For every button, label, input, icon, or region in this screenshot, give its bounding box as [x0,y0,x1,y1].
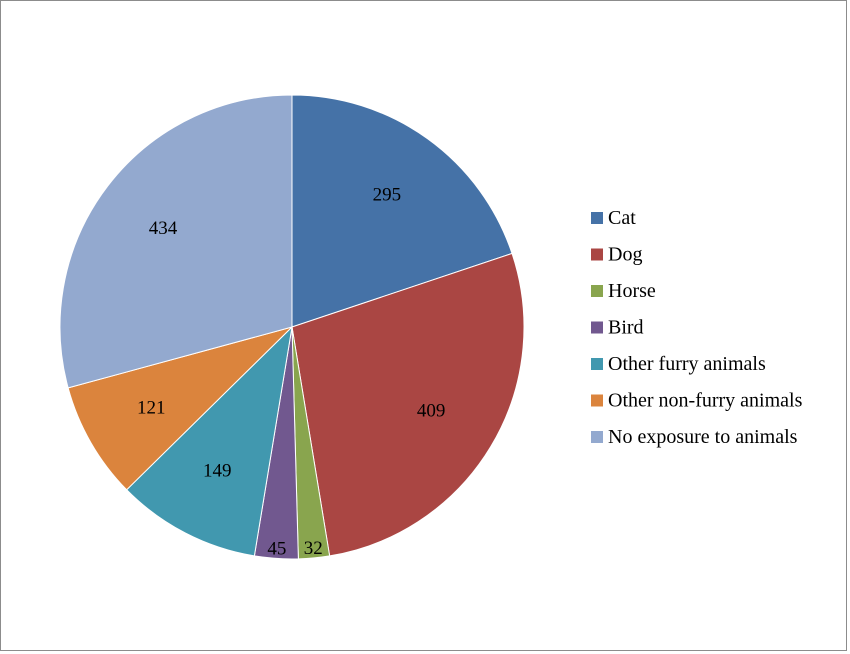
legend-swatch-no-exposure-to-animals [591,431,603,443]
legend-label-dog: Dog [608,244,642,266]
pie-slices [59,94,525,560]
legend-swatch-other-non-furry-animals [591,394,603,407]
slice-label-bird: 45 [267,539,286,560]
slice-label-no-exposure-to-animals: 434 [149,218,178,239]
pie-slice-no-exposure-to-animals [59,94,293,389]
pie-slice-other-furry-animals [125,325,293,557]
pie-slice-dog [291,252,525,557]
legend-label-other-furry-animals: Other furry animals [608,353,766,375]
legend-label-cat: Cat [608,207,636,229]
legend-swatch-other-furry-animals [591,358,603,370]
slice-label-other-non-furry-animals: 121 [137,397,166,418]
legend-label-horse: Horse [608,280,656,302]
pie-slice-cat [291,94,513,328]
slice-label-cat: 295 [373,185,402,206]
pie-slice-labels: 295 409 32 45 149 121 434 [137,185,445,560]
slice-label-other-furry-animals: 149 [203,461,232,482]
legend: Cat Dog Horse Bird Other furry animals Other … [591,207,803,448]
legend-swatch-horse [591,285,603,297]
legend-label-bird: Bird [608,317,644,339]
legend-swatch-dog [591,248,603,261]
legend-swatch-bird [591,321,603,334]
legend-label-other-non-furry-animals: Other non-furry animals [608,390,803,412]
slice-label-horse: 32 [304,538,323,559]
legend-swatch-cat [591,212,603,224]
slice-label-dog: 409 [417,400,446,421]
legend-label-no-exposure-to-animals: No exposure to animals [608,426,798,448]
pie-slice-other-non-furry-animals [67,326,294,491]
